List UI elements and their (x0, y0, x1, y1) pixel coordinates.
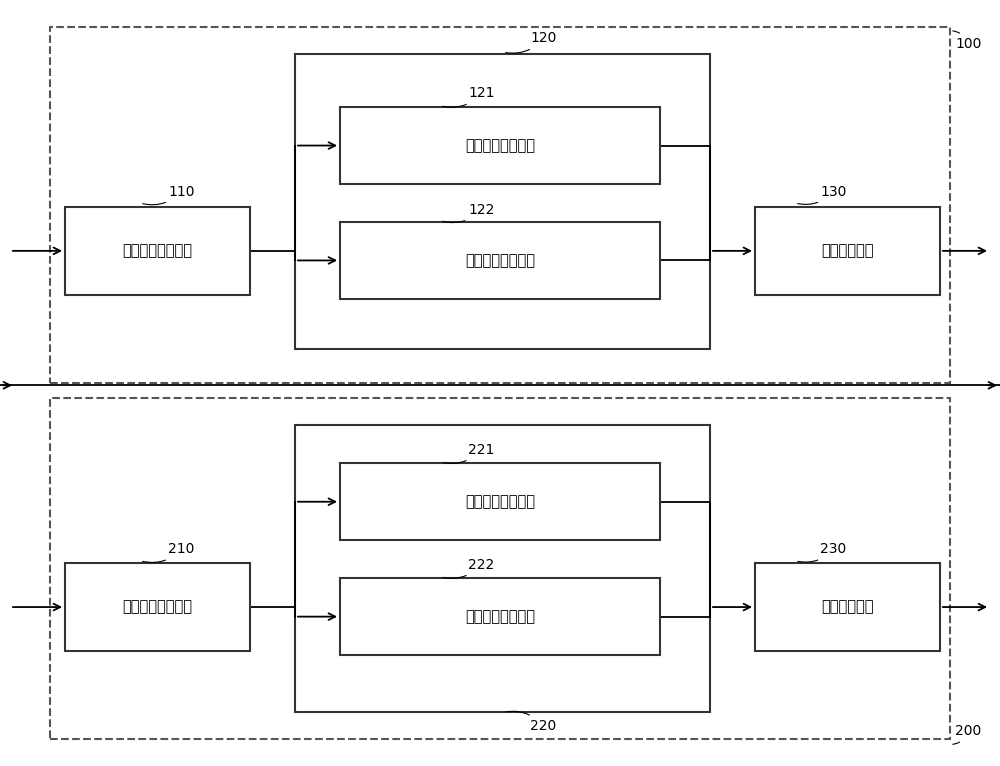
Text: 第二刀闸回路: 第二刀闸回路 (821, 600, 874, 614)
Bar (340, 222, 660, 299)
Bar (340, 107, 660, 184)
Text: 210: 210 (143, 542, 194, 562)
Text: 200: 200 (953, 724, 981, 745)
Bar (65, 207, 250, 295)
Text: 第一三跳启动回路: 第一三跳启动回路 (465, 253, 535, 268)
Text: 230: 230 (798, 542, 846, 562)
Text: 第二电流启动回路: 第二电流启动回路 (122, 600, 192, 614)
Bar (295, 54, 710, 349)
Bar (50, 27, 950, 383)
Text: 221: 221 (443, 443, 494, 463)
Text: 第一刀闸回路: 第一刀闸回路 (821, 244, 874, 258)
Text: 第二三跳启动回路: 第二三跳启动回路 (465, 609, 535, 624)
Text: 122: 122 (443, 203, 494, 223)
Text: 100: 100 (953, 31, 981, 51)
Bar (295, 425, 710, 712)
Text: 110: 110 (143, 185, 194, 205)
Text: 120: 120 (506, 31, 556, 53)
Bar (755, 563, 940, 651)
Text: 121: 121 (443, 87, 494, 107)
Text: 222: 222 (443, 558, 494, 578)
Text: 第一电流启动回路: 第一电流启动回路 (122, 244, 192, 258)
Text: 第一保护启动回路: 第一保护启动回路 (465, 138, 535, 153)
Text: 第二保护启动回路: 第二保护启动回路 (465, 494, 535, 509)
Bar (340, 578, 660, 655)
Bar (65, 563, 250, 651)
Text: 130: 130 (798, 185, 846, 205)
Bar (755, 207, 940, 295)
Text: 220: 220 (506, 712, 556, 733)
Bar (50, 398, 950, 739)
Bar (340, 463, 660, 540)
